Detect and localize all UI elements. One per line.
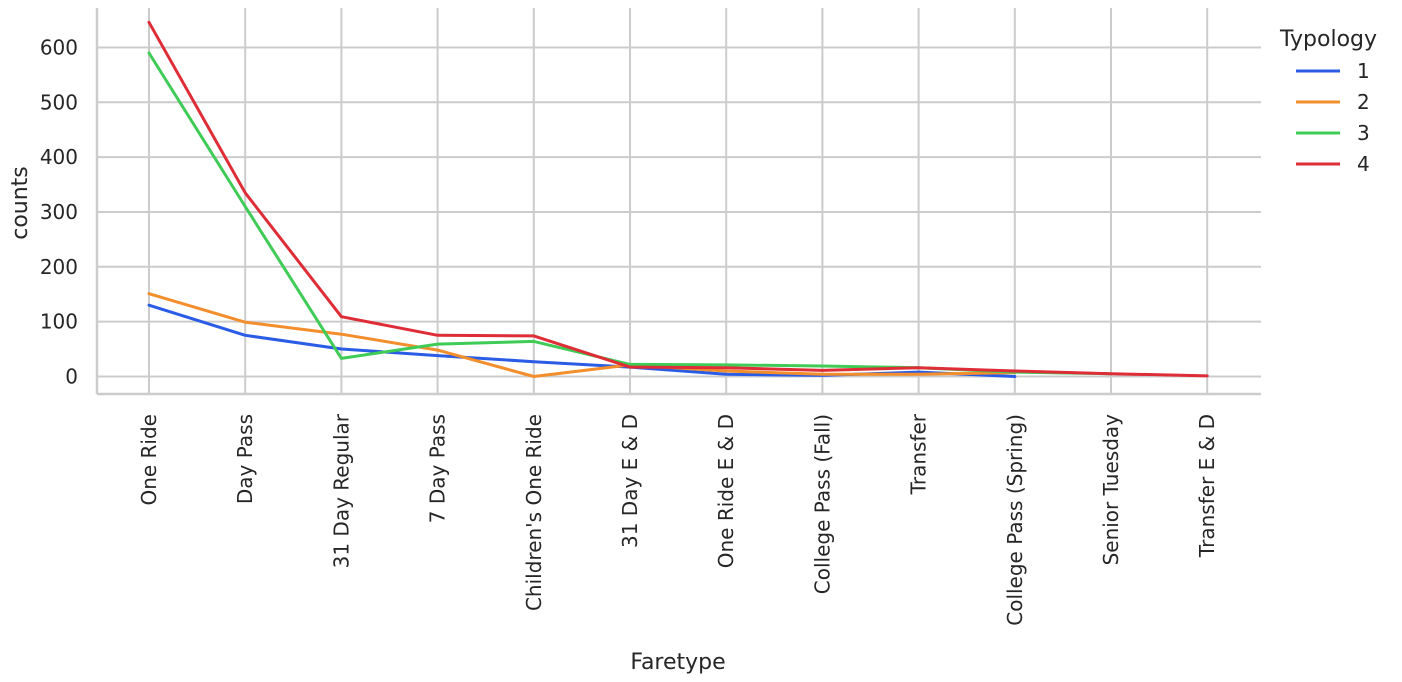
y-tick-label: 100 — [40, 310, 78, 334]
y-axis-label: counts — [8, 166, 33, 240]
x-tick-label: 31 Day E & D — [618, 414, 642, 548]
x-tick-label: College Pass (Spring) — [1003, 414, 1027, 626]
legend: Typology 1 2 3 4 — [1279, 27, 1377, 176]
series-line-4 — [147, 20, 1209, 378]
x-tick-label: 31 Day Regular — [329, 413, 353, 568]
x-tick-label: College Pass (Fall) — [810, 414, 834, 594]
y-tick-label: 200 — [40, 255, 78, 279]
grid-lines — [97, 8, 1261, 394]
legend-title: Typology — [1279, 27, 1377, 52]
y-tick-label: 600 — [40, 35, 78, 59]
legend-label-4: 4 — [1357, 152, 1370, 176]
y-tick-label: 0 — [65, 364, 78, 388]
y-tick-label: 500 — [40, 90, 78, 114]
x-tick-label: Senior Tuesday — [1099, 414, 1123, 566]
y-tick-label: 300 — [40, 200, 78, 224]
y-tick-label: 400 — [40, 145, 78, 169]
x-tick-label: Day Pass — [233, 414, 257, 504]
legend-label-2: 2 — [1357, 90, 1370, 114]
x-axis-label: Faretype — [630, 650, 725, 675]
x-tick-label: One Ride — [137, 414, 161, 506]
x-tick-label: Transfer — [907, 413, 931, 495]
series-line-2 — [147, 292, 1017, 378]
legend-label-3: 3 — [1357, 121, 1370, 145]
x-tick-label: Transfer E & D — [1195, 414, 1219, 558]
x-tick-labels: One Ride Day Pass 31 Day Regular 7 Day Pass… — [137, 413, 1219, 626]
y-tick-labels: 0 100 200 300 400 500 600 — [40, 35, 78, 388]
x-tick-label: 7 Day Pass — [426, 414, 450, 523]
axes — [95, 8, 1261, 396]
legend-label-1: 1 — [1357, 59, 1370, 83]
series-lines — [147, 20, 1209, 378]
x-tick-label: One Ride E & D — [714, 414, 738, 568]
x-tick-label: Children's One Ride — [522, 414, 546, 611]
